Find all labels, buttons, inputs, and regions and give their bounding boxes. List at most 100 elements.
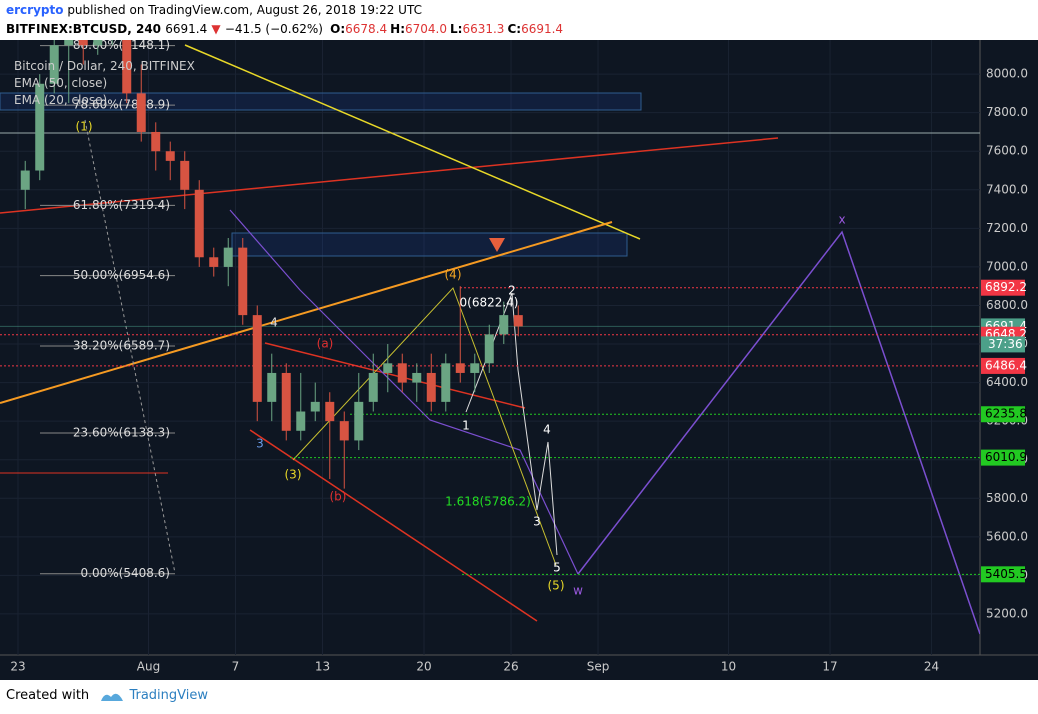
- wave-label: 4: [270, 316, 278, 330]
- candle-body: [281, 372, 291, 431]
- x-tick-label: 23: [10, 660, 25, 674]
- y-tick-label: 7600.0: [986, 144, 1028, 158]
- candle-body: [209, 257, 219, 267]
- candle-body: [484, 334, 494, 364]
- candle-body: [122, 40, 132, 94]
- price-badge: [981, 357, 1025, 374]
- candle-body: [470, 363, 480, 373]
- zone-box: [231, 232, 628, 257]
- wave-path: [292, 287, 557, 566]
- price-badge: [981, 406, 1025, 423]
- wave-label: 5: [553, 561, 561, 575]
- price-badge-label: 6010.9: [985, 450, 1027, 464]
- price-badge-label: 5405.5: [985, 567, 1027, 581]
- wave-label: 4: [543, 423, 551, 437]
- y-tick-label: 8000.0: [986, 67, 1028, 81]
- candle-body: [194, 189, 204, 258]
- candle-body: [383, 363, 393, 373]
- candle-body: [412, 372, 422, 383]
- ohlc-value: 6631.3: [462, 22, 505, 36]
- ohlc-key: O:: [330, 22, 346, 36]
- projection: [577, 230, 980, 635]
- price-badge-label: 6486.4: [985, 358, 1027, 372]
- wave-label: (5): [548, 579, 565, 593]
- y-tick-label: 5600.0: [986, 529, 1028, 543]
- legend-entry: Bitcoin / Dollar, 240, BITFINEX: [14, 59, 195, 73]
- ohlc-key: L:: [450, 22, 463, 36]
- trend-line: [184, 44, 641, 240]
- candle-body: [339, 421, 349, 441]
- wave-label: (4): [445, 268, 462, 282]
- symbol-line: BITFINEX:BTCUSD, 240 6691.4 ▼ −41.5 (−0.…: [6, 22, 563, 36]
- logo: [101, 693, 124, 701]
- footer: Created with TradingView: [6, 688, 208, 703]
- candle-body: [426, 372, 436, 402]
- ohlc-key: C:: [507, 22, 522, 36]
- candle-body: [310, 401, 320, 412]
- brand[interactable]: TradingView: [129, 688, 208, 703]
- y-tick-label: 7000.0: [986, 259, 1028, 273]
- price-badge-label: 6235.8: [985, 407, 1027, 421]
- ohlc: O:6678.4 H:6704.0 L:6631.3 C:6691.4: [327, 22, 563, 36]
- arrow: ▼: [211, 22, 221, 36]
- x-tick-label: 13: [315, 660, 330, 674]
- candle-body: [49, 45, 59, 84]
- y-tick-label: 5200.0: [986, 606, 1028, 620]
- price-badge: [981, 566, 1025, 583]
- y-tick-label: 6400.0: [986, 375, 1028, 389]
- wave-label: x: [838, 213, 845, 227]
- fib-label: 38.20%(6589.7): [73, 339, 170, 353]
- price-badge-label: 6892.2: [985, 280, 1027, 294]
- candle-body: [499, 315, 509, 335]
- change: −41.5 (−0.62%): [224, 22, 323, 36]
- wave-label: 3: [256, 437, 264, 451]
- x-tick-label: 10: [721, 660, 736, 674]
- y-tick-label: 7200.0: [986, 221, 1028, 235]
- wave-label: 2: [508, 284, 516, 298]
- channel-line: [249, 429, 538, 622]
- candle-body: [397, 363, 407, 383]
- candle-body: [78, 40, 88, 46]
- countdown: 37:36: [988, 337, 1023, 351]
- fib-label: 23.60%(6138.3): [73, 426, 170, 440]
- fib-label: 0.00%(5408.6): [81, 566, 170, 580]
- y-tick-label: 7800.0: [986, 105, 1028, 119]
- legend-entry: EMA (50, close): [14, 76, 108, 90]
- x-tick-label: 20: [416, 660, 431, 674]
- wave-path: [465, 292, 558, 556]
- channel-line: [264, 342, 526, 409]
- wave-label: w: [573, 584, 583, 598]
- symbol: BITFINEX:BTCUSD, 240: [6, 22, 162, 36]
- ohlc-value: 6704.0: [405, 22, 447, 36]
- candle-body: [441, 363, 451, 402]
- zone-box: [0, 92, 642, 111]
- candle-body: [93, 40, 103, 46]
- ohlc-value: 6691.4: [521, 22, 564, 36]
- ohlc-value: 6678.4: [345, 22, 388, 36]
- candle-body: [35, 83, 45, 171]
- candle-body: [180, 160, 190, 190]
- legend: Bitcoin / Dollar, 240, BITFINEX EMA (50, …: [14, 58, 195, 109]
- last-price: 6691.4: [165, 22, 208, 36]
- candle-body: [20, 170, 30, 190]
- price-badge: [981, 279, 1025, 296]
- fib-label: 50.00%(6954.6): [73, 268, 170, 282]
- publish-line: ercrypto published on TradingView.com, A…: [6, 3, 422, 17]
- y-tick-label: 7400.0: [986, 182, 1028, 196]
- legend-row: EMA (20, close): [14, 92, 195, 109]
- candle-body: [151, 131, 161, 152]
- published: published on TradingView.com, August 26,…: [67, 3, 422, 17]
- x-tick-label: Sep: [587, 660, 610, 674]
- candle-body: [252, 315, 262, 402]
- candle-body: [455, 363, 465, 373]
- author[interactable]: ercrypto: [6, 3, 64, 17]
- wave-label: 1: [462, 419, 470, 433]
- candle-body: [513, 315, 523, 327]
- legend-row: EMA (50, close): [14, 75, 195, 92]
- legend-entry: EMA (20, close): [14, 93, 108, 107]
- y-tick-label: 6800.0: [986, 298, 1028, 312]
- wave-label: 3: [533, 515, 541, 529]
- candle-body: [267, 372, 277, 402]
- ohlc-key: H:: [390, 22, 405, 36]
